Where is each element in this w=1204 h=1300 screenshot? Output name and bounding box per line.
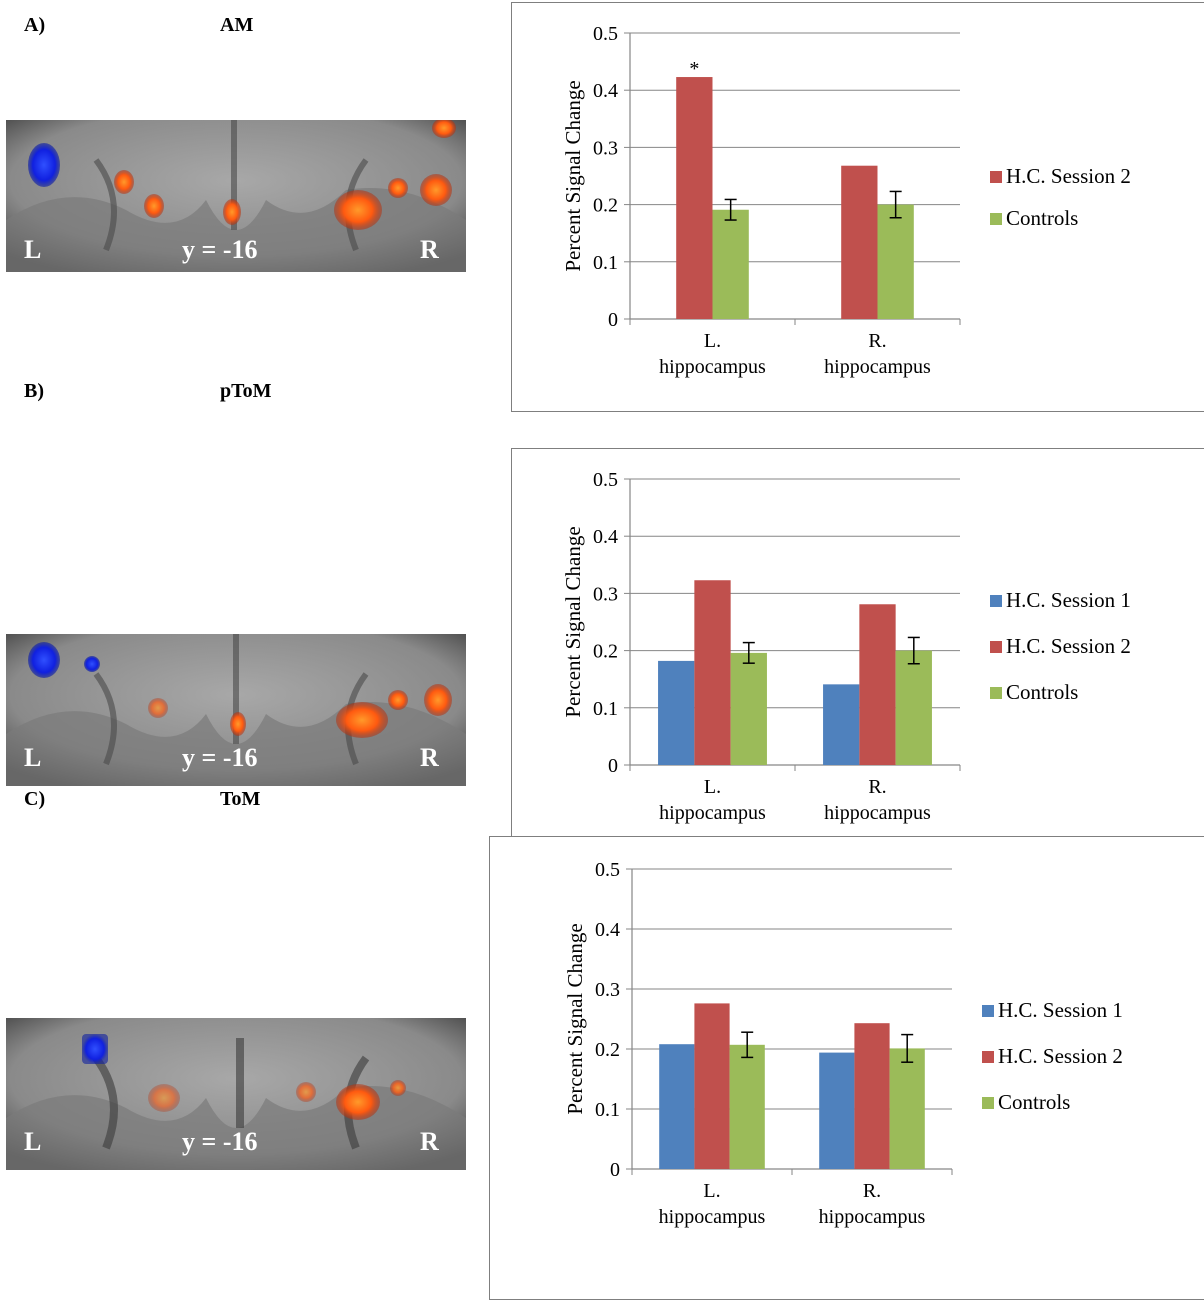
panel-a-name: AM	[220, 14, 254, 36]
x-category-label: hippocampus	[659, 802, 766, 824]
error-bar	[907, 636, 920, 665]
panel-b-letter: B)	[24, 380, 44, 402]
brain-coord-label: y = -16	[182, 235, 257, 264]
y-axis-title: Percent Signal Change	[563, 923, 587, 1114]
bar	[658, 660, 695, 765]
legend-label: H.C. Session 2	[998, 1044, 1123, 1068]
brain-image-ptom: L y = -16 R	[6, 634, 466, 786]
bar	[895, 650, 932, 765]
y-tick-label: 0.5	[593, 469, 618, 491]
brain-coord-label: y = -16	[182, 743, 257, 772]
y-tick-label: 0.2	[593, 641, 618, 663]
chart-c: 0 0.1 0.2 0.3 0.4 0.5 Percent Signal Change L. h…	[563, 859, 1123, 1228]
legend-label: H.C. Session 2	[1006, 634, 1131, 658]
legend-swatch	[990, 687, 1002, 699]
bar	[659, 1044, 695, 1169]
bar	[676, 77, 713, 319]
brain-image-am: L y = -16 R	[6, 120, 466, 272]
brain-left-label: L	[24, 1127, 41, 1156]
y-tick-label: 0.2	[593, 195, 618, 217]
legend: H.C. Session 1 H.C. Session 2 Controls	[990, 588, 1131, 704]
error-bar	[724, 198, 737, 221]
y-tick-label: 0.4	[593, 526, 618, 548]
y-tick-label: 0.4	[593, 80, 618, 102]
legend-swatch	[982, 1051, 994, 1063]
legend-label: H.C. Session 1	[998, 998, 1123, 1022]
error-bar	[889, 190, 902, 219]
panel-c-letter: C)	[24, 788, 46, 810]
bar	[823, 684, 860, 765]
bar	[877, 204, 914, 319]
y-tick-label: 0.5	[595, 859, 620, 881]
bar	[712, 209, 749, 319]
bar	[854, 1023, 890, 1169]
bar	[729, 1044, 765, 1169]
legend-label: H.C. Session 2	[1006, 164, 1131, 188]
chart-c-box: 0 0.1 0.2 0.3 0.4 0.5 Percent Signal Change L. h…	[489, 836, 1204, 1300]
brain-coord-label: y = -16	[182, 1127, 257, 1156]
legend-swatch	[982, 1097, 994, 1109]
panel-a-letter: A)	[24, 14, 46, 36]
bar	[859, 604, 896, 765]
y-tick-label: 0.3	[595, 979, 620, 1001]
bar	[819, 1052, 855, 1169]
chart-b: 0 0.1 0.2 0.3 0.4 0.5 Percent Signal Change L. h…	[561, 469, 1131, 824]
legend-swatch	[982, 1005, 994, 1017]
chart-a: 0 0.1 0.2 0.3 0.4 0.5 Percent Signal Change L. h…	[561, 23, 1131, 378]
x-category-label: L.	[703, 1180, 720, 1202]
brain-image-tom: L y = -16 R	[6, 1018, 466, 1170]
x-category-label: R.	[863, 1180, 881, 1202]
x-category-label: R.	[868, 776, 886, 798]
x-category-label: R.	[868, 330, 886, 352]
legend-swatch	[990, 171, 1002, 183]
bar	[730, 652, 767, 765]
legend-label: Controls	[998, 1090, 1070, 1114]
x-category-label: hippocampus	[819, 1206, 926, 1228]
y-axis-title: Percent Signal Change	[561, 526, 585, 717]
y-tick-label: 0	[608, 755, 618, 777]
y-tick-label: 0.1	[593, 252, 618, 274]
y-axis-title: Percent Signal Change	[561, 80, 585, 271]
legend-label: H.C. Session 1	[1006, 588, 1131, 612]
panel-b-name: pToM	[220, 380, 272, 402]
legend: H.C. Session 2 Controls	[990, 164, 1131, 230]
error-bar	[742, 641, 755, 664]
chart-a-box: 0 0.1 0.2 0.3 0.4 0.5 Percent Signal Change L. h…	[511, 2, 1204, 412]
x-category-label: L.	[704, 330, 721, 352]
x-category-label: hippocampus	[659, 356, 766, 378]
x-category-label: hippocampus	[659, 1206, 766, 1228]
y-tick-label: 0.2	[595, 1039, 620, 1061]
brain-left-label: L	[24, 235, 41, 264]
x-category-label: L.	[704, 776, 721, 798]
x-category-label: hippocampus	[824, 802, 931, 824]
y-tick-label: 0	[610, 1159, 620, 1181]
legend-label: Controls	[1006, 206, 1078, 230]
legend-swatch	[990, 213, 1002, 225]
brain-left-label: L	[24, 743, 41, 772]
y-tick-label: 0.5	[593, 23, 618, 45]
bar	[841, 165, 878, 319]
bar	[889, 1048, 925, 1169]
chart-b-box: 0 0.1 0.2 0.3 0.4 0.5 Percent Signal Change L. h…	[511, 448, 1204, 858]
error-bar	[741, 1031, 754, 1059]
y-tick-label: 0.1	[595, 1099, 620, 1121]
significance-marker: *	[689, 58, 699, 80]
legend-swatch	[990, 641, 1002, 653]
y-tick-label: 0.1	[593, 698, 618, 720]
brain-right-label: R	[420, 1127, 439, 1156]
brain-right-label: R	[420, 235, 439, 264]
error-bar	[901, 1033, 914, 1063]
legend: H.C. Session 1 H.C. Session 2 Controls	[982, 998, 1123, 1114]
legend-swatch	[990, 595, 1002, 607]
y-tick-label: 0.3	[593, 137, 618, 159]
y-tick-label: 0.4	[595, 919, 620, 941]
bar	[694, 580, 731, 765]
x-category-label: hippocampus	[824, 356, 931, 378]
y-tick-label: 0.3	[593, 583, 618, 605]
brain-right-label: R	[420, 743, 439, 772]
bar	[694, 1003, 730, 1169]
panel-c-name: ToM	[220, 788, 261, 810]
y-tick-label: 0	[608, 309, 618, 331]
legend-label: Controls	[1006, 680, 1078, 704]
